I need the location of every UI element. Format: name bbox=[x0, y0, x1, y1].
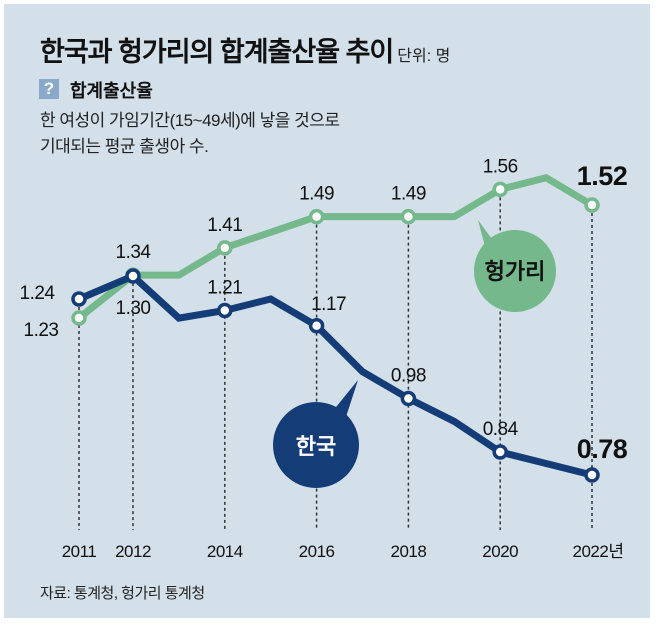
korea-point-2011 bbox=[71, 291, 87, 307]
korea-data-label: 1.24 bbox=[20, 283, 56, 304]
x-tick-label: 2011 bbox=[62, 542, 97, 561]
korea-data-label: 1.21 bbox=[207, 277, 242, 298]
hungary-point-2016 bbox=[308, 208, 325, 225]
korea-data-label: 0.78 bbox=[577, 434, 628, 464]
korea-point-2022 bbox=[584, 467, 600, 483]
definition-line-1: 한 여성이 가임기간(15~49세)에 낳을 것으로 bbox=[40, 111, 340, 130]
x-tick-label: 2012 bbox=[115, 542, 151, 561]
hungary-point-2020 bbox=[492, 181, 508, 198]
hungary-data-label: 1.23 bbox=[24, 320, 59, 341]
x-tick-label: 2016 bbox=[299, 542, 335, 561]
hungary-data-label: 1.56 bbox=[483, 156, 518, 177]
x-tick-label: 2022년 bbox=[573, 542, 624, 561]
hungary-callout-label: 헝가리 bbox=[485, 259, 546, 284]
hungary-data-label: 1.41 bbox=[207, 215, 242, 236]
x-tick-label: 2014 bbox=[207, 542, 243, 561]
hungary-point-2014 bbox=[217, 240, 233, 256]
x-tick-label: 2020 bbox=[482, 542, 518, 561]
korea-point-2020 bbox=[492, 444, 508, 460]
hungary-data-label: 1.49 bbox=[391, 184, 426, 205]
title-text: 한국과 헝가리의 합계출산율 추이 bbox=[40, 37, 394, 67]
korea-callout-bubble bbox=[273, 402, 359, 488]
hungary-point-2018 bbox=[400, 208, 417, 225]
hungary-callout-bubble bbox=[474, 230, 556, 312]
hungary-data-label: 1.34 bbox=[116, 242, 152, 263]
definition-title: 합계출산율 bbox=[70, 81, 153, 101]
series-line-korea bbox=[77, 271, 593, 479]
korea-point-2018 bbox=[400, 390, 417, 407]
hungary-data-label: 1.49 bbox=[299, 184, 334, 205]
korea-point-2012 bbox=[125, 268, 141, 284]
series-line-hungary bbox=[76, 173, 594, 321]
korea-data-label: 0.98 bbox=[391, 365, 426, 386]
korea-data-label: 1.17 bbox=[311, 294, 346, 315]
hungary-point-2022 bbox=[584, 197, 600, 213]
korea-callout-label: 한국 bbox=[296, 434, 336, 459]
hungary-point-2011 bbox=[71, 310, 87, 326]
x-tick-label: 2018 bbox=[390, 542, 426, 561]
korea-point-2016 bbox=[308, 318, 325, 334]
unit-label: 단위: 명 bbox=[397, 48, 451, 65]
hungary-data-label: 1.52 bbox=[577, 161, 628, 191]
korea-point-2014 bbox=[217, 302, 233, 319]
source-note: 자료: 통계청, 헝가리 통계청 bbox=[40, 585, 205, 602]
question-mark-icon: ? bbox=[39, 79, 59, 99]
chart-panel bbox=[4, 4, 650, 618]
chart-title: 한국과 헝가리의 합계출산율 추이 단위: 명 bbox=[40, 30, 450, 69]
korea-data-label: 0.84 bbox=[483, 419, 519, 440]
korea-data-label: 1.30 bbox=[116, 298, 151, 319]
definition-line-2: 기대되는 평균 출생아 수. bbox=[40, 137, 209, 156]
